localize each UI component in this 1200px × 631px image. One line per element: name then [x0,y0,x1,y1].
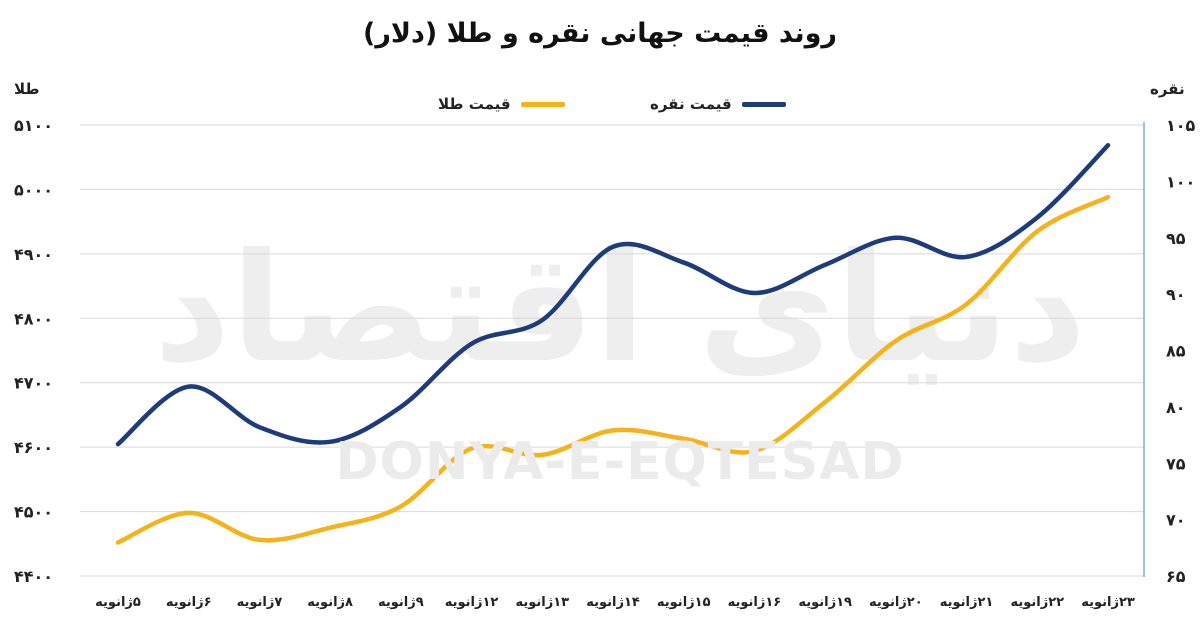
left-tick-label: ۵۱۰۰ [14,116,53,135]
right-tick-label: ۱۰۰ [1166,172,1195,191]
x-tick-label: ۱۴ژانویه [586,595,640,610]
x-tick-label: ۲۳ژانویه [1081,595,1135,610]
right-tick-label: ۱۰۵ [1166,116,1196,135]
left-tick-label: ۴۶۰۰ [14,438,53,457]
x-tick-label: ۹ژانویه [378,595,424,610]
watermark: دنیای اقتصاد [154,222,1087,396]
left-tick-label: ۵۰۰۰ [14,180,53,199]
left-tick-label: ۴۴۰۰ [14,567,53,586]
x-tick-label: ۲۰ژانویه [869,595,923,610]
left-tick-label: ۴۹۰۰ [14,245,53,264]
legend-gold: قیمت طلا [438,92,565,116]
series-line-gold [115,194,1111,545]
watermark-latin: DONYA-E-EQTESAD [335,432,905,492]
x-tick-label: ۶ژانویه [166,595,212,610]
x-tick-label: ۵ژانویه [95,595,141,610]
x-tick-label: ۱۳ژانویه [515,595,569,610]
legend-silver-label: قیمت نقره [650,95,732,113]
right-tick-label: ۷۵ [1166,454,1186,473]
left-axis-ticks: ۴۴۰۰ ۴۵۰۰ ۴۶۰۰ ۴۷۰۰ ۴۸۰۰ ۴۹۰۰ ۵۰۰۰ ۵۱۰۰ [14,116,53,586]
right-axis-title: نقره [1150,80,1185,98]
right-tick-label: ۹۰ [1166,285,1186,304]
right-tick-label: ۶۵ [1166,567,1186,586]
x-axis-ticks: ۵ژانویه ۶ژانویه ۷ژانویه ۸ژانویه ۹ژانویه ۱۲ژان… [95,595,1135,610]
right-axis-ticks: ۶۵ ۷۰ ۷۵ ۸۰ ۸۵ ۹۰ ۹۵ ۱۰۰ ۱۰۵ [1166,116,1196,586]
legend-silver: قیمت نقره [650,92,786,116]
x-tick-label: ۸ژانویه [307,595,353,610]
chart-title: روند قیمت جهانی نقره و طلا (دلار) [363,18,837,49]
right-tick-label: ۸۵ [1166,342,1186,361]
left-tick-label: ۴۷۰۰ [14,374,53,393]
legend-gold-swatch [520,101,565,107]
legend-gold-label: قیمت طلا [438,95,511,113]
left-tick-label: ۴۸۰۰ [14,309,53,328]
right-tick-label: ۷۰ [1166,511,1186,530]
legend-silver-swatch [741,101,786,107]
x-tick-label: ۷ژانویه [237,595,283,610]
watermark-persian: دنیای اقتصاد [154,222,1087,396]
right-tick-label: ۹۵ [1166,229,1186,248]
series-line-silver [115,143,1111,447]
series [115,143,1111,545]
x-tick-label: ۱۵ژانویه [657,595,711,610]
x-tick-label: ۱۶ژانویه [728,595,782,610]
x-tick-label: ۱۹ژانویه [798,595,852,610]
right-tick-label: ۸۰ [1166,398,1186,417]
left-axis-title: طلا [14,80,40,98]
x-tick-label: ۲۱ژانویه [940,595,994,610]
gridlines [80,124,1144,577]
x-tick-label: ۱۲ژانویه [445,595,499,610]
x-tick-label: ۲۲ژانویه [1010,595,1064,610]
left-tick-label: ۴۵۰۰ [14,503,53,522]
